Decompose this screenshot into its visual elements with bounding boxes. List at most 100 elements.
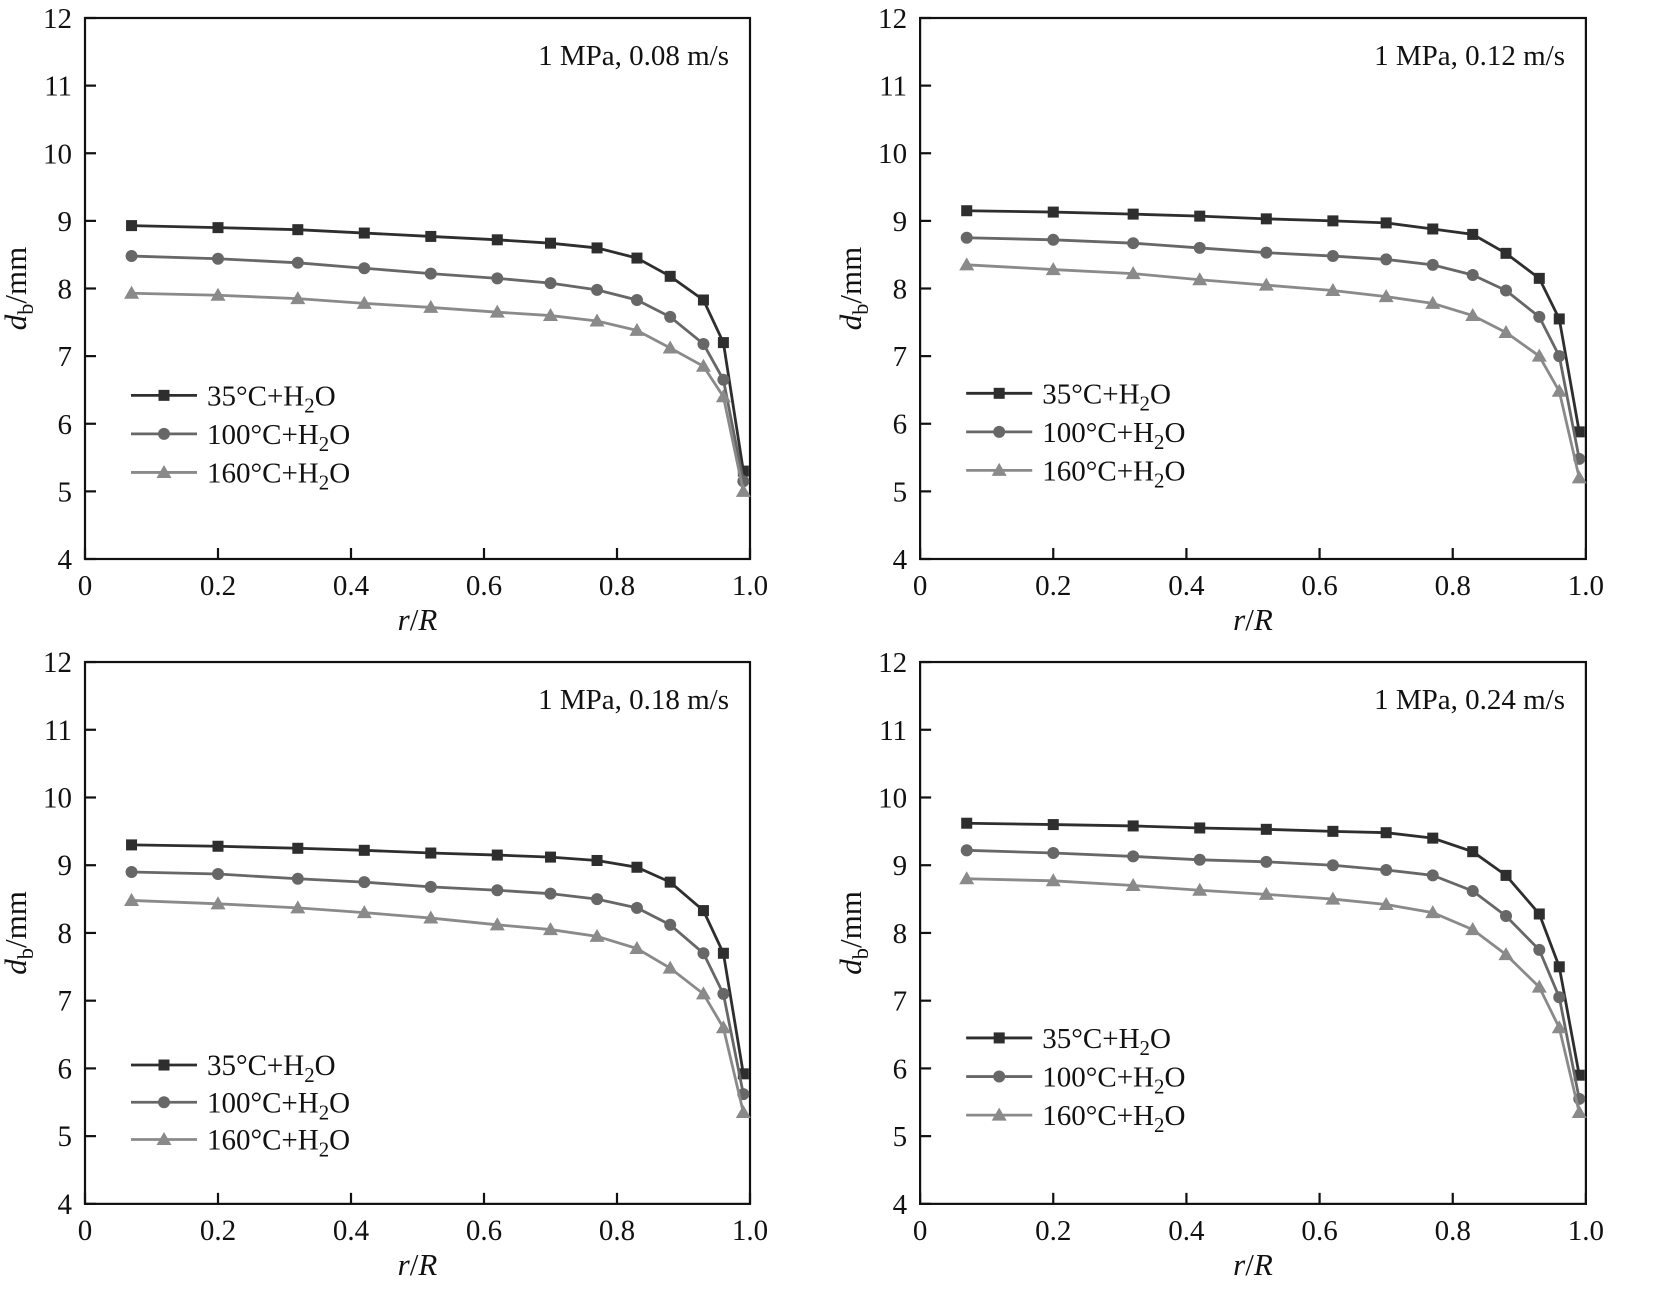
x-axis-title: r/R: [398, 1247, 438, 1282]
square-marker: [292, 224, 304, 236]
x-tick-label: 0.8: [599, 1215, 635, 1247]
triangle-marker: [1551, 383, 1567, 397]
y-tick-label: 11: [879, 71, 907, 103]
square-marker: [961, 205, 973, 217]
x-tick-label: 0.6: [1301, 570, 1337, 602]
y-tick-label: 12: [43, 3, 72, 35]
y-tick-label: 7: [57, 986, 72, 1018]
circle-marker: [591, 893, 604, 906]
chart-panel-0-18ms: 0 0.2 0.4 0.6 0.8 1.0 4 5 6 7 8 9 10 11 12 r/R db/mm 35°C…: [0, 644, 835, 1289]
x-axis-title: r/R: [398, 602, 438, 637]
square-marker: [126, 220, 138, 232]
square-marker: [1500, 247, 1512, 259]
circle-marker: [664, 918, 677, 931]
legend-label: 100°C+H2O: [1042, 417, 1185, 454]
triangle-marker: [1425, 295, 1441, 309]
circle-marker: [993, 1070, 1006, 1083]
square-marker: [1467, 846, 1479, 858]
triangle-marker: [423, 910, 439, 924]
y-tick-label: 9: [893, 206, 908, 238]
square-marker: [993, 1032, 1005, 1044]
circle-marker: [125, 250, 138, 263]
legend-label: 160°C+H2O: [1042, 1100, 1185, 1137]
circle-marker: [1193, 241, 1206, 254]
square-marker: [717, 337, 729, 349]
triangle-marker: [629, 322, 645, 336]
circle-marker: [212, 252, 224, 265]
annotation-label: 1 MPa, 0.24 m/s: [1374, 684, 1565, 716]
triangle-marker: [156, 1132, 172, 1146]
legend-label: 35°C+H2O: [1042, 1023, 1171, 1060]
square-marker: [737, 465, 749, 477]
square-marker: [591, 854, 603, 866]
square-marker: [212, 222, 224, 234]
triangle-marker: [290, 900, 306, 914]
triangle-marker: [156, 464, 172, 478]
triangle-marker: [356, 295, 372, 309]
triangle-marker: [356, 905, 372, 919]
square-marker: [1533, 272, 1545, 284]
y-tick-label: 9: [57, 850, 72, 882]
y-tick-label: 6: [57, 1053, 72, 1085]
chart-svg-1: 0 0.2 0.4 0.6 0.8 1.0 4 5 6 7 8 9 10 11 12 r/R db/mm 35°C…: [0, 3, 768, 637]
circle-marker: [717, 373, 730, 386]
y-tick-label: 4: [58, 544, 73, 576]
x-tick-label: 1.0: [1568, 1215, 1604, 1247]
y-tick-label: 4: [57, 1189, 72, 1221]
square-marker: [1380, 827, 1392, 839]
y-axis-title: db/mm: [0, 891, 38, 975]
square-marker: [126, 839, 138, 851]
y-tick-label: 4: [893, 1189, 908, 1221]
triangle-marker: [1531, 979, 1547, 993]
y-tick-label: 10: [43, 138, 72, 170]
square-marker: [1553, 313, 1565, 325]
square-marker: [993, 387, 1005, 399]
circle-marker: [1553, 350, 1566, 363]
square-marker: [1127, 820, 1139, 832]
square-marker: [1260, 823, 1272, 835]
circle-marker: [544, 277, 557, 290]
legend-label: 35°C+H2O: [1042, 378, 1171, 415]
square-marker: [1327, 825, 1339, 837]
y-tick-label: 8: [893, 918, 908, 950]
x-tick-label: 0.8: [599, 570, 635, 602]
triangle-marker: [1498, 947, 1514, 961]
legend-label: 100°C+H2O: [1042, 1062, 1185, 1099]
chart-panel-0-08ms: 0 0.2 0.4 0.6 0.8 1.0 4 5 6 7 8 9 10 11 12 r/R db/mm 35°C…: [0, 0, 835, 644]
y-tick-label: 12: [878, 3, 907, 35]
square-marker: [358, 844, 370, 856]
x-tick-label: 0.4: [1168, 570, 1205, 602]
square-marker: [545, 851, 556, 863]
x-tick-label: 0.2: [200, 1215, 236, 1247]
x-tick-label: 0: [78, 1215, 93, 1247]
annotation-label: 1 MPa, 0.18 m/s: [538, 684, 729, 716]
x-tick-label: 0.6: [466, 570, 502, 602]
square-marker: [1553, 961, 1565, 973]
circle-marker: [1326, 250, 1339, 263]
triangle-marker: [1192, 272, 1208, 286]
x-tick-label: 1.0: [1568, 570, 1604, 602]
square-marker: [1260, 213, 1272, 225]
circle-marker: [291, 872, 304, 885]
triangle-marker: [735, 483, 751, 497]
triangle-marker: [290, 291, 306, 305]
y-tick-label: 12: [43, 647, 72, 679]
y-tick-label: 8: [893, 274, 908, 306]
y-tick-label: 11: [879, 715, 907, 747]
square-marker: [664, 876, 676, 888]
triangle-marker: [1571, 470, 1587, 484]
y-axis-title: db/mm: [835, 891, 873, 975]
circle-marker: [424, 267, 437, 280]
circle-marker: [1047, 847, 1060, 860]
triangle-marker: [124, 285, 140, 299]
triangle-marker: [695, 986, 711, 1000]
y-tick-label: 9: [893, 850, 908, 882]
triangle-marker: [662, 340, 678, 354]
circle-marker: [1127, 237, 1140, 250]
square-marker: [1127, 208, 1139, 220]
y-tick-label: 8: [57, 918, 72, 950]
square-marker: [358, 227, 370, 239]
square-marker: [1047, 819, 1059, 831]
y-tick-label: 7: [58, 341, 73, 373]
